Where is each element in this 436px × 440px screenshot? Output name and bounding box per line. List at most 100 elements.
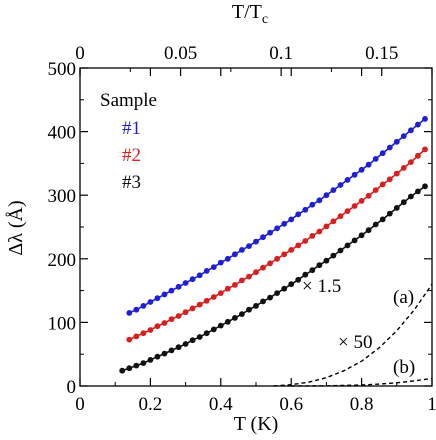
data-point	[295, 276, 302, 283]
data-point	[210, 264, 217, 270]
data-point	[422, 183, 428, 190]
y-tick-label: 400	[48, 123, 77, 144]
data-point	[330, 218, 337, 225]
data-point	[351, 203, 358, 209]
dashed-curves	[273, 283, 433, 387]
x-tick-label: 1	[427, 394, 436, 415]
data-point	[316, 228, 323, 235]
data-point	[422, 146, 428, 153]
data-point	[393, 170, 400, 177]
series-line	[121, 185, 426, 372]
data-point	[302, 238, 309, 244]
data-point	[365, 161, 372, 168]
data-point	[274, 255, 280, 262]
data-point	[175, 344, 182, 351]
data-point	[246, 306, 252, 313]
data-point	[239, 311, 245, 317]
data-point	[267, 294, 273, 301]
data-point	[351, 171, 358, 178]
x2-tick-label: 0	[75, 43, 85, 64]
series-1	[126, 116, 428, 316]
data-point	[203, 268, 210, 274]
data-point	[386, 176, 393, 183]
legend-entry-2: #2	[122, 145, 141, 166]
series-3	[119, 183, 428, 374]
data-point	[372, 221, 379, 228]
data-point	[302, 271, 309, 278]
data-point	[147, 327, 154, 333]
data-point	[126, 365, 133, 372]
data-point	[379, 150, 386, 157]
data-point	[386, 210, 393, 217]
data-point	[210, 294, 217, 300]
data-point	[224, 285, 231, 292]
data-point	[140, 330, 147, 337]
top-axis-title-main: T/T	[232, 1, 262, 23]
data-point	[133, 306, 140, 313]
data-point	[323, 257, 330, 264]
data-point	[196, 272, 203, 279]
data-series	[119, 116, 428, 374]
data-point	[224, 318, 231, 325]
data-point	[408, 127, 414, 134]
data-point	[260, 234, 266, 241]
data-point	[415, 188, 421, 195]
data-point	[119, 367, 126, 374]
data-point	[154, 295, 161, 302]
series-line	[128, 148, 426, 341]
data-point	[302, 206, 309, 213]
data-point	[351, 237, 358, 244]
data-point	[196, 334, 203, 340]
data-point	[126, 336, 133, 343]
data-point	[358, 232, 365, 239]
data-point	[295, 211, 302, 218]
data-point	[189, 305, 196, 312]
data-point	[175, 313, 182, 319]
data-point	[344, 242, 351, 249]
data-point	[189, 337, 196, 344]
y-axis-title: Δλ (Å)	[5, 200, 27, 255]
data-point	[372, 156, 379, 162]
data-point	[133, 333, 140, 340]
data-point	[239, 247, 245, 253]
top-axis-title-sub: c	[262, 12, 268, 27]
data-point	[400, 133, 407, 140]
data-point	[182, 341, 189, 347]
axis-ticks	[79, 67, 433, 387]
data-point	[147, 299, 154, 305]
data-point	[330, 252, 337, 259]
data-point	[400, 165, 407, 171]
data-point	[175, 283, 182, 290]
x2-tick-label: 0.1	[269, 43, 293, 64]
data-point	[168, 347, 175, 354]
data-point	[365, 192, 372, 199]
y-tick-label: 200	[48, 250, 77, 271]
data-point	[182, 309, 189, 316]
data-point	[147, 357, 154, 363]
data-point	[267, 229, 273, 236]
data-point	[126, 310, 133, 316]
data-point	[274, 290, 280, 296]
data-point	[203, 330, 210, 337]
legend-title: Sample	[100, 90, 157, 111]
data-point	[379, 181, 386, 188]
data-point	[140, 360, 147, 366]
data-point	[393, 205, 400, 211]
x-tick-label: 0.2	[139, 394, 163, 415]
data-point	[246, 243, 252, 250]
data-point	[323, 223, 330, 230]
data-point	[316, 262, 323, 269]
x-tick-label: 0.6	[279, 394, 303, 415]
data-point	[189, 276, 196, 283]
data-point	[415, 152, 421, 159]
data-point	[168, 287, 175, 294]
x-axis-title: T (K)	[234, 413, 279, 435]
data-point	[337, 182, 344, 188]
data-point	[203, 297, 210, 304]
data-point	[408, 159, 414, 166]
data-point	[253, 269, 259, 276]
x-tick-label: 0	[75, 394, 85, 415]
data-point	[408, 193, 414, 200]
dashed-curve-b	[291, 377, 433, 387]
